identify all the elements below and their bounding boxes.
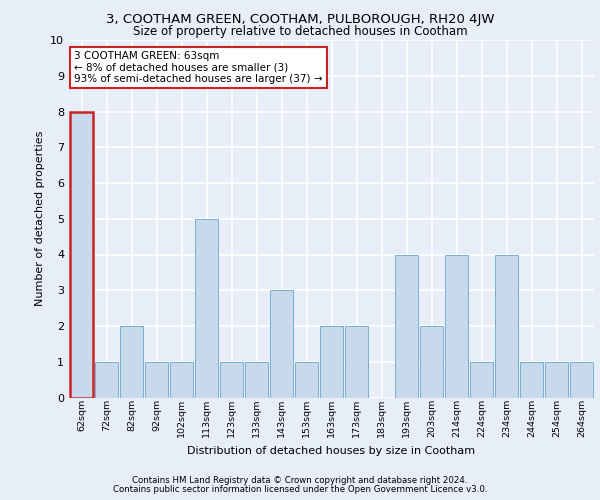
- X-axis label: Distribution of detached houses by size in Cootham: Distribution of detached houses by size …: [187, 446, 476, 456]
- Bar: [295, 362, 319, 398]
- Bar: [245, 362, 268, 398]
- Bar: [470, 362, 493, 398]
- Bar: [395, 254, 418, 398]
- Text: 3 COOTHAM GREEN: 63sqm
← 8% of detached houses are smaller (3)
93% of semi-detac: 3 COOTHAM GREEN: 63sqm ← 8% of detached …: [74, 50, 323, 84]
- Bar: [194, 219, 218, 398]
- Bar: [344, 326, 368, 398]
- Bar: [320, 326, 343, 398]
- Bar: [269, 290, 293, 398]
- Bar: [170, 362, 193, 398]
- Y-axis label: Number of detached properties: Number of detached properties: [35, 131, 44, 306]
- Text: Contains public sector information licensed under the Open Government Licence v3: Contains public sector information licen…: [113, 485, 487, 494]
- Bar: [145, 362, 169, 398]
- Bar: [445, 254, 469, 398]
- Bar: [70, 112, 94, 398]
- Bar: [419, 326, 443, 398]
- Bar: [119, 326, 143, 398]
- Bar: [545, 362, 568, 398]
- Bar: [220, 362, 244, 398]
- Bar: [95, 362, 118, 398]
- Bar: [569, 362, 593, 398]
- Bar: [520, 362, 544, 398]
- Bar: [494, 254, 518, 398]
- Text: Size of property relative to detached houses in Cootham: Size of property relative to detached ho…: [133, 25, 467, 38]
- Text: 3, COOTHAM GREEN, COOTHAM, PULBOROUGH, RH20 4JW: 3, COOTHAM GREEN, COOTHAM, PULBOROUGH, R…: [106, 12, 494, 26]
- Text: Contains HM Land Registry data © Crown copyright and database right 2024.: Contains HM Land Registry data © Crown c…: [132, 476, 468, 485]
